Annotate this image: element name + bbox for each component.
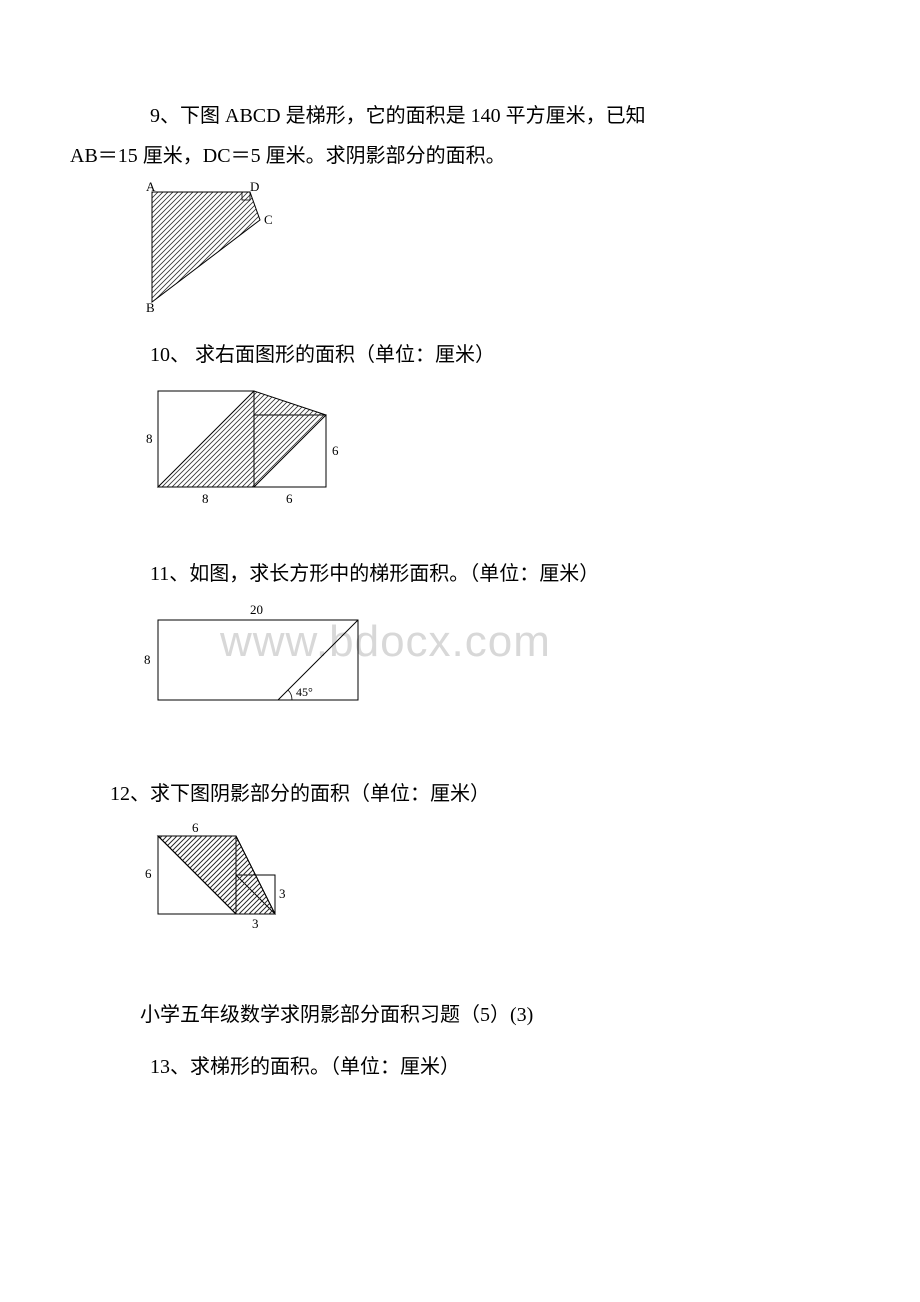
q9-label-b: B <box>146 300 155 315</box>
q10-dim-right: 6 <box>332 443 339 458</box>
q9-line1: 9、下图 ABCD 是梯形，它的面积是 140 平方厘米，已知 <box>70 100 850 132</box>
q12-dim-top: 6 <box>192 820 199 835</box>
q10-dim-bottom2: 6 <box>286 491 293 506</box>
q10-figure: 8 8 6 6 <box>140 379 850 534</box>
q10-dim-bottom1: 8 <box>202 491 209 506</box>
q9-label-c: C <box>264 212 273 227</box>
q9-line2: AB＝15 厘米，DC＝5 厘米。求阴影部分的面积。 <box>70 140 850 172</box>
q11-figure: 20 8 45° <box>140 598 850 728</box>
section-title: 小学五年级数学求阴影部分面积习题（5）(3) <box>140 998 850 1027</box>
q12-dim-left: 6 <box>145 866 152 881</box>
q12-figure: 6 6 3 3 <box>140 818 850 948</box>
q11-dim-left: 8 <box>144 652 151 667</box>
q11-text: 11、如图，求长方形中的梯形面积。（单位：厘米） <box>70 558 850 590</box>
q9-label-a: A <box>146 180 156 194</box>
q10-text: 10、 求右面图形的面积（单位：厘米） <box>70 339 850 371</box>
q10-dim-left: 8 <box>146 431 153 446</box>
q9-figure: A D C B <box>140 180 850 315</box>
q9-label-d: D <box>250 180 259 194</box>
q12-dim-bottom: 3 <box>252 916 259 931</box>
q11-dim-top: 20 <box>250 602 263 617</box>
q12-text: 12、求下图阴影部分的面积（单位：厘米） <box>70 778 850 810</box>
q13-text: 13、求梯形的面积。（单位：厘米） <box>70 1051 850 1083</box>
q11-dim-angle: 45° <box>296 685 313 699</box>
q12-dim-right: 3 <box>279 886 286 901</box>
